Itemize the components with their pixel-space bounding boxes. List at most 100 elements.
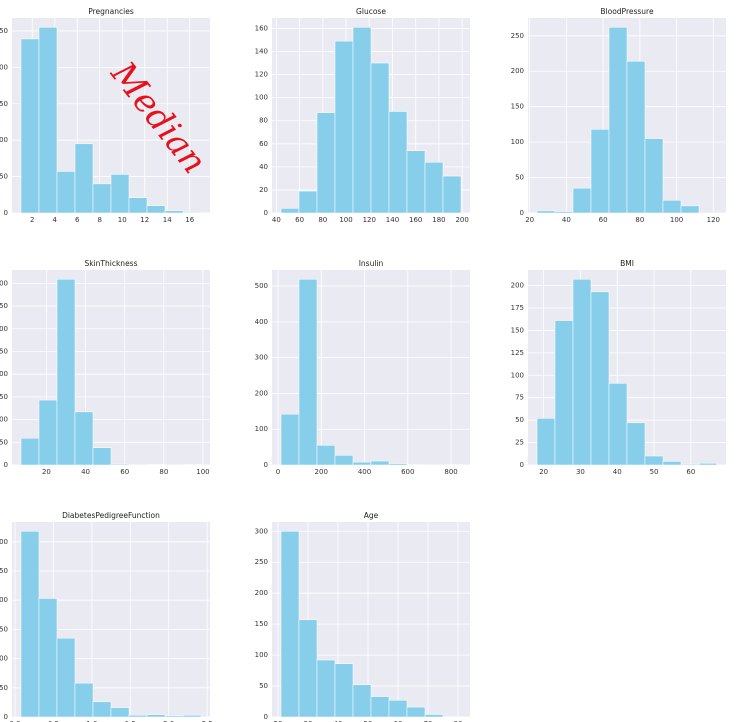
x-tick-label: 70	[424, 720, 433, 722]
y-tick-label: 25	[515, 439, 524, 447]
bar	[554, 211, 574, 214]
y-tick-label: 0	[4, 461, 8, 469]
y-tick-label: 250	[511, 32, 524, 40]
y-tick-label: 50	[259, 682, 268, 690]
panel: 0 50 100 150 200 250 300 0.0 0.5 1.0 1.5 2.0 2.5 Diab…	[0, 511, 213, 722]
y-tick-label: 50	[0, 684, 8, 692]
x-tick-label: 20	[539, 468, 548, 476]
y-tick-label: 0	[4, 209, 8, 217]
y-tick-label: 50	[515, 416, 524, 424]
x-tick-label: 20	[42, 468, 51, 476]
y-tick-label: 200	[0, 596, 8, 604]
x-tick-label: 2.5	[202, 720, 213, 722]
bar	[128, 714, 148, 718]
bar	[298, 619, 318, 718]
y-tick-label: 60	[259, 140, 268, 148]
bar	[590, 291, 610, 466]
y-tick-label: 120	[255, 71, 268, 79]
bar	[92, 183, 112, 214]
bar	[644, 455, 664, 466]
x-tick-label: 120	[363, 216, 376, 224]
x-tick-label: 80	[318, 216, 327, 224]
y-tick-label: 500	[255, 282, 268, 290]
y-tick-label: 100	[511, 371, 524, 379]
y-tick-label: 0	[520, 209, 524, 217]
y-tick-label: 150	[511, 326, 524, 334]
bar	[280, 208, 300, 214]
bar	[680, 463, 700, 466]
bar	[554, 320, 574, 466]
bar	[92, 701, 112, 718]
x-tick-label: 40	[81, 468, 90, 476]
y-tick-label: 50	[515, 174, 524, 182]
bar	[74, 143, 94, 214]
x-tick-label: 30	[576, 468, 585, 476]
x-tick-label: 2	[30, 216, 34, 224]
bar	[280, 413, 300, 466]
bar	[608, 27, 628, 214]
x-tick-label: 0.0	[9, 720, 20, 722]
bar	[424, 161, 444, 214]
x-tick-label: 40	[613, 468, 622, 476]
y-tick-label: 0	[520, 461, 524, 469]
chart-title: BloodPressure	[600, 7, 654, 16]
bar	[536, 418, 556, 466]
y-tick-label: 100	[0, 655, 8, 663]
bar	[56, 171, 76, 214]
x-tick-label: 80	[454, 720, 463, 722]
bar	[110, 707, 130, 718]
bar	[662, 199, 682, 214]
bar	[74, 682, 94, 718]
chart-title: DiabetesPedigreeFunction	[62, 511, 160, 520]
chart-title: SkinThickness	[84, 259, 137, 268]
y-tick-label: 100	[255, 94, 268, 102]
bar	[590, 129, 610, 214]
x-tick-label: 60	[295, 216, 304, 224]
y-tick-label: 300	[255, 354, 268, 362]
x-tick-label: 1.5	[125, 720, 136, 722]
bar	[662, 461, 682, 466]
bar	[370, 696, 390, 718]
y-tick-label: 150	[0, 393, 8, 401]
bar	[626, 61, 646, 214]
y-tick-label: 160	[255, 24, 268, 32]
x-tick-label: 200	[315, 468, 328, 476]
x-tick-label: 80	[159, 468, 168, 476]
x-tick-label: 40	[562, 216, 571, 224]
y-tick-label: 0	[264, 713, 268, 721]
y-tick-label: 200	[255, 389, 268, 397]
y-tick-label: 400	[0, 279, 8, 287]
x-tick-label: 600	[401, 468, 414, 476]
x-tick-label: 160	[409, 216, 422, 224]
bar	[92, 447, 112, 466]
bar	[110, 463, 130, 466]
bar	[316, 445, 336, 466]
x-tick-label: 6	[75, 216, 80, 224]
x-tick-label: 400	[358, 468, 371, 476]
y-tick-label: 100	[255, 651, 268, 659]
bar	[536, 210, 556, 214]
bar	[370, 62, 390, 214]
x-tick-label: 100	[196, 468, 209, 476]
x-tick-label: 8	[98, 216, 102, 224]
y-tick-label: 75	[515, 394, 524, 402]
y-tick-label: 150	[0, 625, 8, 633]
x-tick-label: 60	[686, 468, 695, 476]
x-tick-label: 16	[185, 216, 194, 224]
panel: 0 25 50 75 100 125 150 175 200 20 30 40 50 60 BMI	[511, 259, 726, 476]
y-tick-label: 400	[255, 318, 268, 326]
y-tick-label: 100	[511, 138, 524, 146]
x-tick-label: 10	[118, 216, 127, 224]
bar	[316, 659, 336, 718]
bar	[388, 463, 408, 466]
bar	[316, 112, 336, 214]
x-tick-label: 14	[163, 216, 172, 224]
panel: 0 100 200 300 400 500 0 200 400 600 800 Insulin	[255, 259, 470, 476]
bar	[74, 411, 94, 466]
y-tick-label: 40	[259, 163, 268, 171]
bar	[334, 455, 354, 466]
y-tick-label: 300	[0, 325, 8, 333]
y-tick-label: 100	[0, 416, 8, 424]
bar	[680, 205, 700, 214]
